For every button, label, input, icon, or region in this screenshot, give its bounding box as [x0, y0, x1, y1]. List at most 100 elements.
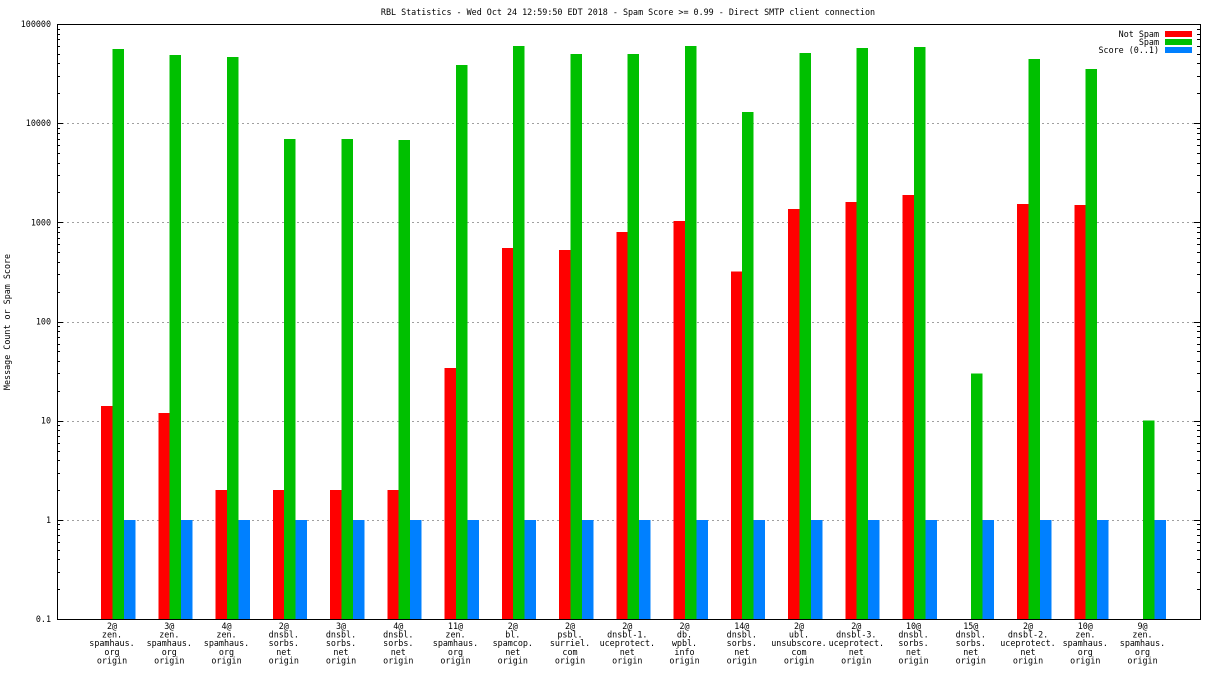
x-tick-label-line: origin	[898, 655, 928, 665]
bar-spam-1	[112, 48, 124, 620]
x-tick-label-line: 2@	[107, 621, 117, 631]
x-tick-label-line: sorbs.	[727, 638, 757, 648]
x-tick-label-line: net	[963, 647, 978, 657]
bar-spam-2	[169, 54, 182, 620]
x-tick-label-line: spamhaus.	[1063, 638, 1108, 648]
x-tick-label-line: com	[791, 647, 806, 657]
x-tick-label-line: uceprotect.	[600, 638, 655, 648]
x-tick-label-line: 3@	[164, 621, 174, 631]
x-tick-label-line: origin	[784, 655, 814, 665]
y-tick-label: 1	[46, 515, 51, 525]
bar-score-0-1-1	[123, 519, 136, 619]
bar-score-0-1-13	[810, 519, 823, 619]
bar-score-0-1-16	[982, 519, 995, 619]
bar-not-spam-13	[788, 209, 800, 619]
bar-not-spam-7	[444, 367, 456, 619]
x-tick-label-line: spamhaus.	[1120, 638, 1165, 648]
bar-spam-8	[513, 46, 525, 619]
x-tick-label-line: org	[1078, 647, 1093, 657]
y-tick-label: 10000	[26, 118, 51, 128]
bar-score-0-1-10	[639, 519, 651, 619]
bar-spam-5	[341, 139, 353, 619]
x-tick-label-line: origin	[841, 655, 871, 665]
bar-spam-9	[570, 53, 582, 620]
x-tick-label-line: 2@	[1023, 621, 1033, 631]
x-tick-label-line: 4@	[221, 621, 231, 631]
x-tick-label-line: net	[1020, 647, 1035, 657]
x-tick-label-line: 2@	[508, 621, 518, 631]
x-tick-label-line: spamhaus.	[204, 638, 249, 648]
bar-not-spam-15	[902, 194, 914, 620]
x-tick-label-line: origin	[555, 655, 585, 665]
bar-score-0-1-9	[581, 519, 594, 619]
bar-score-0-1-6	[410, 519, 422, 619]
legend-label: Not Spam	[1119, 29, 1159, 39]
x-tick-label-line: 15@	[963, 621, 978, 631]
x-tick-label-line: origin	[1070, 655, 1100, 665]
x-tick-label-line: zen.	[102, 630, 122, 640]
bar-score-0-1-12	[753, 519, 766, 619]
x-tick-label-line: org	[162, 647, 177, 657]
bar-score-0-1-8	[524, 519, 537, 619]
x-tick-label-line: net	[620, 647, 635, 657]
chart-title: RBL Statistics - Wed Oct 24 12:59:50 EDT…	[381, 7, 875, 17]
bar-spam-14	[856, 48, 869, 619]
x-tick-label-line: net	[505, 647, 520, 657]
x-tick-label-line: org	[448, 647, 463, 657]
bar-spam-4	[284, 139, 296, 619]
axes: 1000001000010001001010.12@zen.spamhaus.o…	[21, 19, 1201, 665]
legend-swatch	[1165, 39, 1192, 45]
bar-score-0-1-11	[696, 519, 708, 619]
legend-label: Score (0..1)	[1098, 45, 1159, 55]
x-tick-label-line: db.	[677, 630, 692, 640]
bar-not-spam-5	[330, 489, 342, 619]
legend-swatch	[1165, 31, 1192, 37]
x-tick-label-line: 2@	[565, 621, 575, 631]
x-tick-label-line: 2@	[279, 621, 289, 631]
x-tick-label-line: dnsbl.	[383, 630, 413, 640]
y-tick-label: 1000	[31, 217, 51, 227]
x-tick-label-line: net	[276, 647, 291, 657]
x-tick-label-line: dnsbl.	[269, 630, 299, 640]
x-tick-label-line: dnsbl.	[898, 630, 928, 640]
bar-score-0-1-5	[352, 519, 365, 619]
bar-spam-12	[742, 111, 754, 620]
x-tick-label-line: 4@	[393, 621, 403, 631]
x-tick-label-line: 9@	[1137, 621, 1147, 631]
x-tick-label-line: spamcop.	[493, 638, 533, 648]
x-tick-label-line: psbl.	[557, 630, 582, 640]
x-tick-label-line: dnsbl.	[956, 630, 986, 640]
bar-not-spam-17	[1017, 204, 1029, 619]
bar-spam-15	[913, 47, 926, 619]
bars	[101, 46, 1166, 620]
x-tick-label-line: 10@	[906, 621, 921, 631]
bar-score-0-1-14	[868, 519, 880, 619]
x-tick-label-line: spamhaus.	[147, 638, 192, 648]
legend-entry-spam: Spam	[1139, 37, 1192, 47]
bar-not-spam-1	[101, 406, 113, 619]
bar-not-spam-4	[272, 489, 285, 619]
legend-swatch	[1165, 47, 1192, 53]
bar-spam-13	[799, 53, 811, 619]
bar-spam-16	[971, 373, 983, 619]
bar-spam-10	[627, 53, 640, 620]
x-tick-label-line: uceprotect.	[1000, 638, 1055, 648]
x-tick-label-line: zen.	[1075, 630, 1095, 640]
x-tick-label-line: sorbs.	[326, 638, 356, 648]
x-tick-label-line: dnsbl-2.	[1008, 630, 1048, 640]
bar-not-spam-10	[616, 231, 628, 619]
bar-not-spam-3	[215, 489, 227, 619]
bar-not-spam-2	[158, 412, 170, 619]
